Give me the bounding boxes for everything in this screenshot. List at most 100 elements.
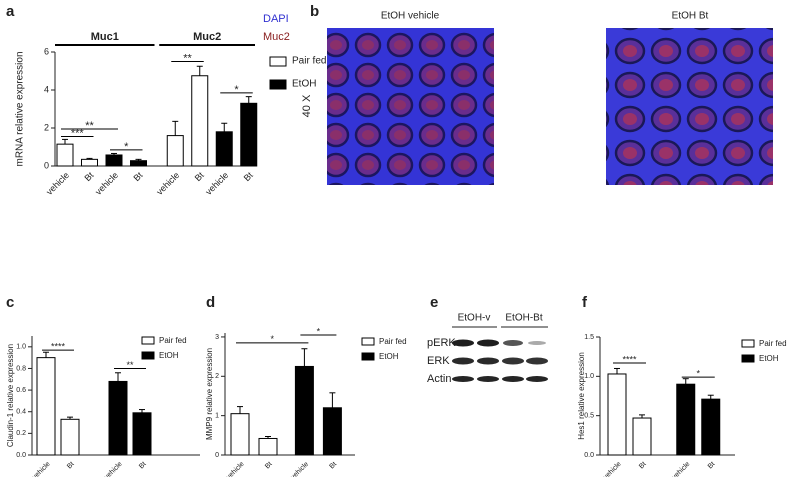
group-label: Muc2 xyxy=(193,31,221,43)
y-tick-label: 3 xyxy=(215,334,219,341)
significance-label: * xyxy=(696,368,700,378)
legend-swatch xyxy=(361,352,375,361)
bar xyxy=(632,417,652,456)
panel-label: e xyxy=(430,294,438,311)
bar xyxy=(215,131,233,167)
x-tick-label: vehicle xyxy=(103,461,123,477)
legend-label: EtOH xyxy=(759,354,779,363)
micrograph-image xyxy=(327,28,494,185)
x-tick-label: vehicle xyxy=(44,170,71,197)
y-axis-label: MMP9 relative expression xyxy=(205,348,214,440)
x-tick-label: vehicle xyxy=(154,170,181,197)
x-tick-label: vehicle xyxy=(93,170,120,197)
significance-label: * xyxy=(317,326,321,336)
significance-label: ** xyxy=(85,120,94,132)
bar xyxy=(258,437,278,456)
significance-label: **** xyxy=(51,341,66,351)
blot-condition: EtOH-v xyxy=(458,313,491,324)
blot-protein: ERK xyxy=(427,355,450,367)
y-axis-label: mRNA relative expression xyxy=(15,51,26,166)
panel-label: b xyxy=(310,3,319,20)
significance-label: * xyxy=(234,84,239,96)
legend-swatch xyxy=(741,339,755,348)
x-tick-label: Bt xyxy=(264,461,274,471)
y-tick-label: 0 xyxy=(215,452,219,459)
bar xyxy=(108,380,128,456)
y-tick-label: 0 xyxy=(44,160,49,170)
panel-label: f xyxy=(582,294,588,311)
x-tick-label: vehicle xyxy=(602,461,622,477)
blot-condition: EtOH-Bt xyxy=(505,313,542,324)
legend-swatch xyxy=(141,351,155,360)
x-tick-label: vehicle xyxy=(671,461,691,477)
x-tick-label: Bt xyxy=(132,170,145,183)
significance-label: * xyxy=(270,334,274,344)
bar xyxy=(56,143,74,167)
bar xyxy=(294,365,314,456)
significance-label: * xyxy=(124,141,129,153)
legend-swatch xyxy=(269,79,287,90)
y-tick-label: 4 xyxy=(44,84,49,94)
x-tick-label: vehicle xyxy=(31,461,51,477)
legend-swatch xyxy=(361,337,375,346)
panel-label: d xyxy=(206,294,215,311)
y-tick-label: 0.8 xyxy=(16,365,26,372)
y-tick-label: 2 xyxy=(44,122,49,132)
y-tick-label: 1.5 xyxy=(584,334,594,341)
x-tick-label: Bt xyxy=(66,461,76,471)
y-tick-label: 0.0 xyxy=(16,452,26,459)
y-axis-label: Hes1 relative expression xyxy=(577,352,586,440)
bar xyxy=(322,407,342,456)
legend-label: EtOH xyxy=(159,351,179,360)
y-tick-label: 2 xyxy=(215,373,219,380)
legend-swatch xyxy=(141,336,155,345)
group-label: Muc1 xyxy=(91,31,119,43)
stain-label: DAPI xyxy=(263,13,289,25)
panel-label: a xyxy=(6,3,15,20)
bar xyxy=(60,418,80,456)
blot-protein: pERK xyxy=(427,337,456,349)
panel-label: c xyxy=(6,294,14,311)
bar xyxy=(701,398,721,456)
x-tick-label: Bt xyxy=(328,461,338,471)
bar xyxy=(191,75,209,167)
legend-label: Pair fed xyxy=(292,56,326,67)
legend-label: Pair fed xyxy=(159,336,187,345)
legend-swatch xyxy=(269,56,287,67)
x-tick-label: Bt xyxy=(83,170,96,183)
legend-label: EtOH xyxy=(379,352,399,361)
image-title: EtOH Bt xyxy=(672,11,709,22)
bar xyxy=(240,102,258,167)
y-tick-label: 1.0 xyxy=(16,344,26,351)
blot-protein: Actin xyxy=(427,373,451,385)
x-tick-label: vehicle xyxy=(203,170,230,197)
x-tick-label: vehicle xyxy=(225,461,245,477)
x-tick-label: vehicle xyxy=(290,461,310,477)
image-title: EtOH vehicle xyxy=(381,11,440,22)
legend-label: EtOH xyxy=(292,79,316,90)
legend-swatch xyxy=(741,354,755,363)
bar xyxy=(105,154,123,167)
significance-label: ** xyxy=(183,52,192,64)
bar xyxy=(230,413,250,456)
y-tick-label: 0.5 xyxy=(584,413,594,420)
legend-label: Pair fed xyxy=(379,337,407,346)
bar xyxy=(132,412,152,456)
bar xyxy=(166,135,184,167)
x-tick-label: Bt xyxy=(638,461,648,471)
x-tick-label: Bt xyxy=(242,170,255,183)
bar xyxy=(676,383,696,456)
y-tick-label: 0.4 xyxy=(16,409,26,416)
y-tick-label: 1.0 xyxy=(584,373,594,380)
y-tick-label: 0.6 xyxy=(16,387,26,394)
magnification: 40 X xyxy=(301,94,313,117)
blot-bands xyxy=(452,339,548,382)
x-tick-label: Bt xyxy=(707,461,717,471)
y-tick-label: 1 xyxy=(215,412,219,419)
bar xyxy=(607,373,627,456)
y-tick-label: 6 xyxy=(44,46,49,56)
x-tick-label: Bt xyxy=(193,170,206,183)
y-axis-label: Claudin-1 relative expression xyxy=(6,344,15,447)
stain-label: Muc2 xyxy=(263,31,290,43)
